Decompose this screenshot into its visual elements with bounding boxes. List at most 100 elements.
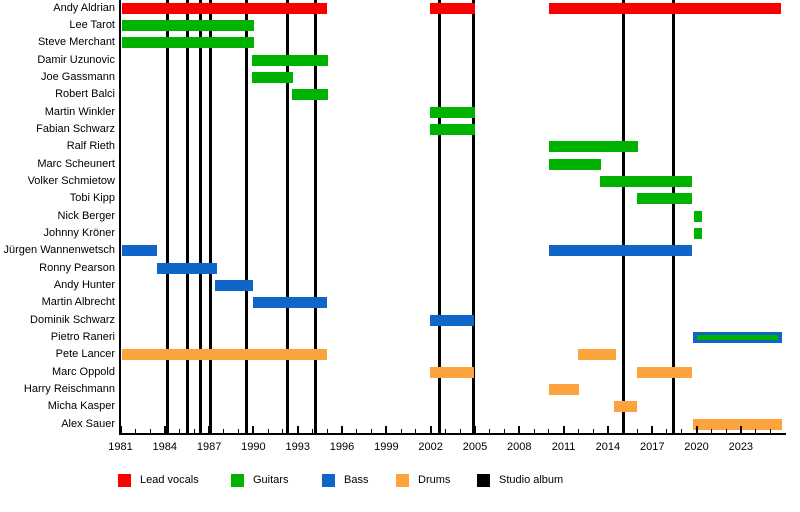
- axis-minor-tick: [636, 429, 638, 433]
- axis-tick-label: 1984: [152, 441, 178, 453]
- axis-minor-tick: [622, 429, 624, 433]
- axis-minor-tick: [326, 429, 328, 433]
- axis-minor-tick: [577, 429, 579, 433]
- vocals-color-swatch: [118, 474, 131, 487]
- axis-minor-tick: [179, 429, 181, 433]
- axis-major-tick: [695, 426, 698, 433]
- member-label: Damir Uzunovic: [37, 53, 115, 66]
- member-bar: [548, 2, 781, 14]
- bass-color-swatch: [322, 474, 335, 487]
- axis-minor-tick: [592, 429, 594, 433]
- member-label: Harry Reischmann: [23, 382, 115, 395]
- legend-item-bass: Bass: [322, 474, 432, 487]
- album-line: [621, 0, 625, 433]
- member-bar: [251, 72, 294, 84]
- axis-minor-tick: [134, 429, 136, 433]
- axis-major-tick: [518, 426, 521, 433]
- legend-item-vocals: Lead vocals: [118, 474, 228, 487]
- axis-major-tick: [385, 426, 388, 433]
- member-bar: [637, 366, 693, 378]
- legend-item-album: Studio album: [477, 474, 587, 487]
- member-label: Ralf Rieth: [66, 140, 115, 153]
- axis-tick-label: 1987: [196, 441, 222, 453]
- album-line: [186, 0, 190, 433]
- member-label: Marc Scheunert: [37, 157, 115, 170]
- member-label: Lee Tarot: [69, 19, 115, 32]
- legend-label: Guitars: [253, 474, 289, 486]
- member-label: Fabian Schwarz: [36, 123, 115, 135]
- member-label: Ronny Pearson: [39, 261, 115, 274]
- axis-major-tick: [163, 426, 166, 433]
- member-label: Martin Albrecht: [41, 296, 115, 309]
- album-color-swatch: [477, 474, 490, 487]
- axis-minor-tick: [149, 429, 151, 433]
- member-bar: [429, 106, 475, 118]
- axis-minor-tick: [489, 429, 491, 433]
- member-bar: [637, 193, 693, 205]
- axis-minor-tick: [238, 429, 240, 433]
- axis-major-tick: [606, 426, 609, 433]
- member-bar: [548, 158, 602, 170]
- axis-minor-tick: [710, 429, 712, 433]
- member-label: Andy Aldrian: [53, 1, 115, 14]
- member-bar: [121, 2, 328, 14]
- plot-left-border: [119, 0, 121, 435]
- member-bar: [429, 124, 475, 135]
- axis-tick-label: 1990: [241, 441, 266, 453]
- axis-tick-label: 2023: [728, 441, 754, 453]
- axis-major-tick: [562, 426, 565, 433]
- member-label: Nick Berger: [57, 209, 115, 222]
- axis-tick-label: 2008: [507, 441, 532, 453]
- member-bar: [694, 227, 703, 239]
- member-label: Volker Schmietow: [27, 175, 115, 187]
- axis-minor-tick: [415, 429, 417, 433]
- album-line: [672, 0, 676, 433]
- axis-tick-label: 2005: [462, 441, 488, 453]
- axis-minor-tick: [681, 429, 683, 433]
- axis-minor-tick: [755, 429, 757, 433]
- axis-tick-label: 2020: [684, 441, 709, 453]
- axis-minor-tick: [267, 429, 269, 433]
- member-label: Alex Sauer: [61, 417, 115, 430]
- member-label: Robert Balci: [55, 88, 115, 101]
- member-bar: [578, 349, 617, 361]
- member-label: Pete Lancer: [55, 348, 115, 361]
- axis-tick-label: 2002: [418, 441, 443, 453]
- member-label: Martin Winkler: [44, 105, 115, 118]
- member-bar: [548, 245, 693, 257]
- legend-item-guitars: Guitars: [231, 474, 341, 487]
- album-line: [244, 0, 248, 433]
- member-bar: [548, 141, 639, 153]
- legend-label: Lead vocals: [140, 474, 199, 486]
- axis-minor-tick: [725, 429, 727, 433]
- axis-minor-tick: [548, 429, 550, 433]
- legend-label: Drums: [418, 474, 451, 486]
- axis-minor-tick: [400, 429, 402, 433]
- member-bar: [121, 37, 255, 49]
- member-bar: [215, 279, 254, 291]
- album-line: [472, 0, 475, 433]
- axis-tick-label: 1996: [329, 441, 355, 453]
- axis-tick-label: 1999: [374, 441, 399, 453]
- album-line: [438, 0, 442, 433]
- axis-minor-tick: [533, 429, 535, 433]
- axis-major-tick: [429, 426, 432, 433]
- member-label: Tobi Kipp: [69, 192, 115, 205]
- album-line: [198, 0, 202, 433]
- member-label: Marc Oppold: [52, 365, 115, 378]
- axis-minor-tick: [282, 429, 284, 433]
- axis-tick-label: 1993: [285, 441, 310, 453]
- axis-tick-label: 1981: [108, 441, 133, 453]
- axis-major-tick: [739, 426, 742, 433]
- member-bar: [429, 2, 475, 14]
- member-label: Jürgen Wannenwetsch: [3, 244, 116, 257]
- axis-minor-tick: [504, 429, 506, 433]
- album-line: [166, 0, 170, 433]
- member-label: Steve Merchant: [37, 36, 115, 49]
- x-axis-line: [119, 433, 786, 435]
- member-bar: [694, 210, 703, 222]
- member-label: Andy Hunter: [53, 278, 115, 291]
- axis-major-tick: [473, 426, 476, 433]
- album-line: [313, 0, 317, 433]
